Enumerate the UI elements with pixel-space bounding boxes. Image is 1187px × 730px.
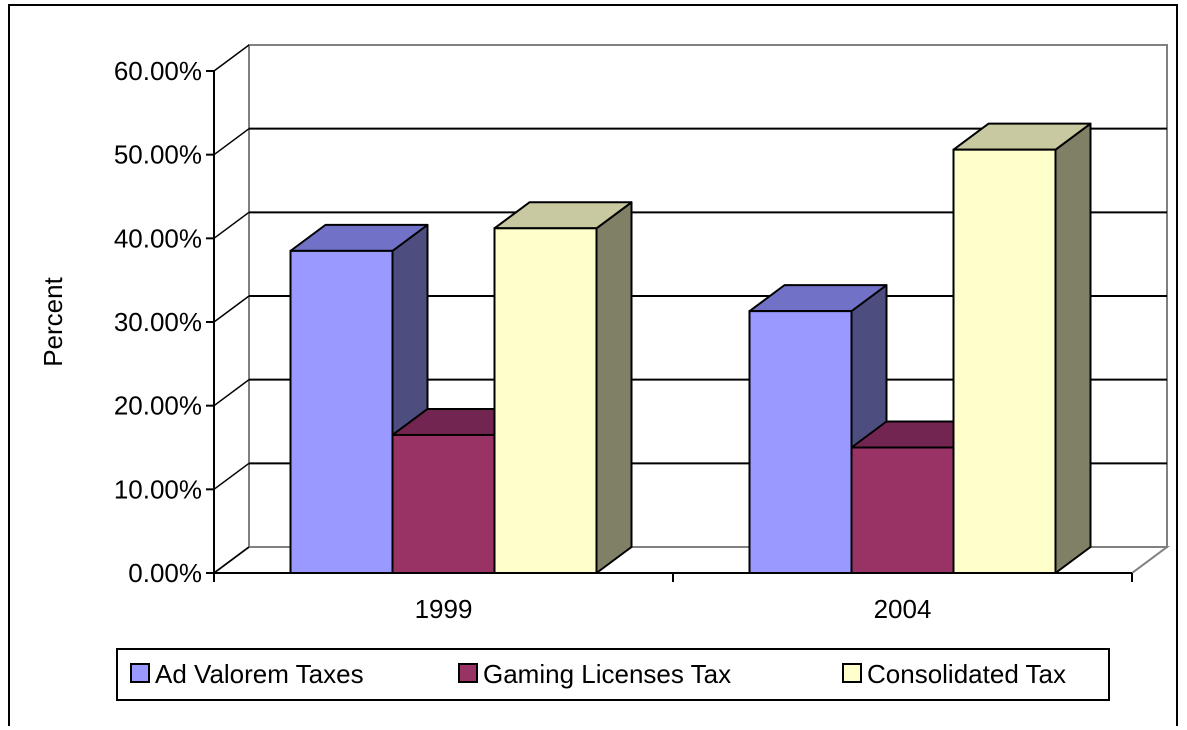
legend-swatch [458, 663, 478, 683]
y-tick-label: 10.00% [114, 474, 202, 504]
legend-swatch [842, 663, 862, 683]
axes [206, 70, 1133, 582]
y-axis-title: Percent [38, 276, 68, 366]
bar-front [748, 310, 853, 574]
y-tick-labels: 0.00% 10.00% 20.00% 30.00% 40.00% 50.00% 60.00… [114, 56, 202, 588]
bar-front [289, 249, 394, 574]
gridline-diagonal [213, 128, 250, 156]
gridline-diagonal [213, 379, 250, 407]
legend-label: Ad Valorem Taxes [155, 659, 364, 689]
gridline-diagonal [213, 211, 250, 239]
gridline-diagonal [213, 462, 250, 490]
x-tick-labels: 1999 2004 [415, 594, 932, 624]
y-tick-label: 0.00% [128, 558, 202, 588]
y-tick-label: 40.00% [114, 223, 202, 253]
gridline-diagonal [213, 295, 250, 323]
legend-label: Consolidated Tax [867, 659, 1066, 689]
gridline-diagonal [213, 44, 250, 72]
y-tick-label: 30.00% [114, 307, 202, 337]
y-tick-label: 50.00% [114, 140, 202, 170]
bar-front [952, 148, 1057, 574]
bars [289, 122, 1092, 575]
x-tick-label: 2004 [874, 594, 932, 624]
bar [952, 122, 1092, 574]
legend-label: Gaming Licenses Tax [483, 659, 731, 689]
bar-side [595, 201, 633, 574]
y-tick-label: 20.00% [114, 391, 202, 421]
bar-front [850, 446, 955, 574]
x-tick-label: 1999 [415, 594, 473, 624]
legend-box [116, 648, 1110, 701]
bar-front [391, 433, 496, 575]
bar [493, 201, 633, 574]
legend-swatch [130, 663, 150, 683]
gridline-diagonal [213, 546, 250, 574]
chart-frame [8, 4, 1178, 726]
bar-side [1054, 122, 1092, 574]
y-tick-label: 60.00% [114, 56, 202, 86]
legend: Ad Valorem Taxes Gaming Licenses Tax Conso… [116, 648, 1110, 701]
bar-front [493, 227, 598, 574]
